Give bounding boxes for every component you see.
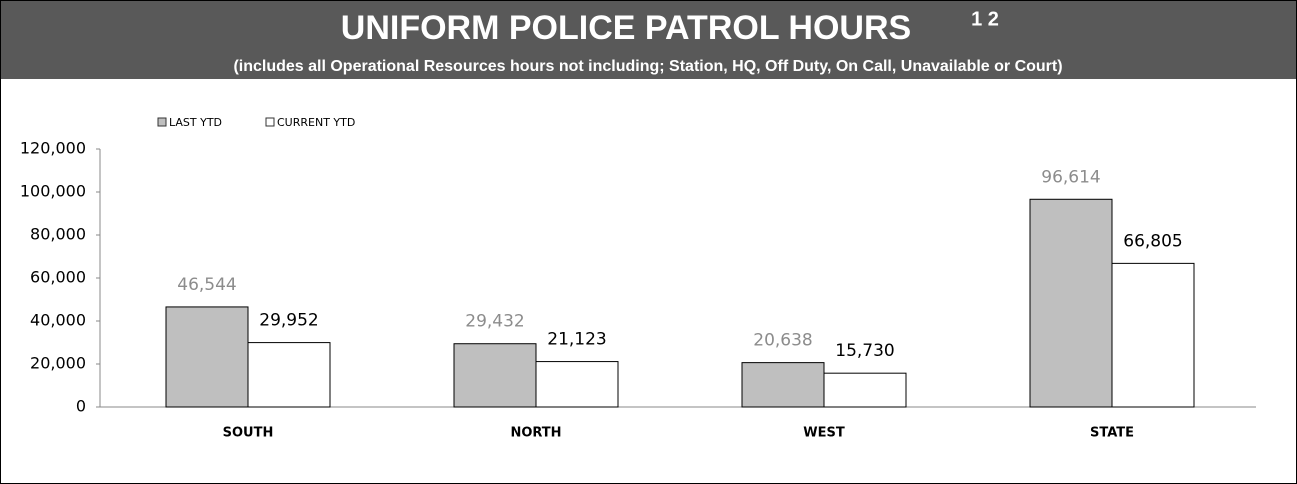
bar [247, 342, 331, 408]
x-tick-label: WEST [803, 426, 845, 441]
value-label: 96,614 [1041, 167, 1100, 187]
x-tick-label: SOUTH [223, 426, 274, 441]
chart-title: UNIFORM POLICE PATROL HOURS [341, 9, 911, 47]
title-notes: 1 2 [971, 8, 999, 30]
value-label: 66,805 [1123, 231, 1182, 251]
x-tick-label: STATE [1090, 426, 1134, 441]
legend-swatch [265, 117, 275, 127]
value-label: 46,544 [177, 275, 236, 295]
x-tick-label: NORTH [510, 426, 561, 441]
y-tick-label: 80,000 [30, 225, 86, 244]
bar [1029, 198, 1113, 408]
y-tick-label: 20,000 [30, 354, 86, 373]
value-label: 29,432 [465, 312, 524, 332]
legend-label: CURRENT YTD [277, 116, 355, 129]
y-tick-label: 0 [76, 397, 86, 416]
bar [165, 306, 249, 408]
y-tick-label: 100,000 [20, 182, 86, 201]
bar [741, 362, 825, 408]
value-label: 15,730 [835, 341, 894, 361]
y-tick-label: 60,000 [30, 268, 86, 287]
value-label: 21,123 [547, 330, 606, 350]
legend-swatch [157, 117, 167, 127]
header-band [1, 1, 1296, 79]
value-label: 29,952 [259, 311, 318, 331]
legend-label: LAST YTD [169, 116, 222, 129]
value-label: 20,638 [753, 331, 812, 351]
bar [1111, 262, 1195, 408]
bar [453, 343, 537, 408]
chart-subtitle: (includes all Operational Resources hour… [233, 58, 1062, 75]
y-tick-label: 120,000 [20, 139, 86, 158]
y-tick-label: 40,000 [30, 311, 86, 330]
bar [535, 361, 619, 408]
bar [823, 372, 907, 408]
